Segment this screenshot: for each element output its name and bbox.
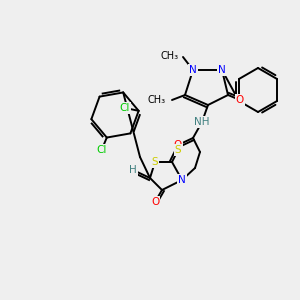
Text: NH: NH [194,117,210,127]
Text: Cl: Cl [97,145,107,154]
Text: O: O [174,140,182,150]
Text: CH₃: CH₃ [161,51,179,61]
Text: O: O [151,197,159,207]
Text: S: S [175,145,181,155]
Text: CH₃: CH₃ [148,95,166,105]
Text: N: N [218,65,226,75]
Text: H: H [129,165,137,175]
Text: Cl: Cl [119,103,130,113]
Text: N: N [178,175,186,185]
Text: S: S [152,157,158,167]
Text: O: O [236,95,244,105]
Text: N: N [189,65,197,75]
